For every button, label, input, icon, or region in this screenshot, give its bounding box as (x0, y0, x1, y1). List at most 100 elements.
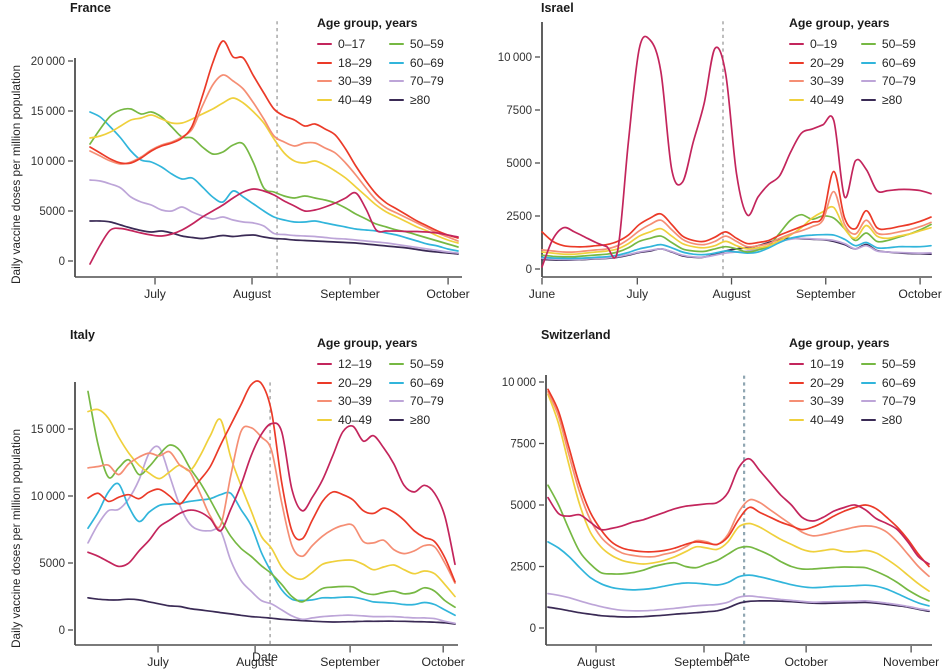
legend-item-70-79: 70–79 (388, 392, 444, 411)
legend-swatch-50-59 (388, 363, 404, 366)
switzerland-x-tick-label: August (577, 655, 616, 669)
legend-swatch-50-59 (860, 363, 876, 366)
italy-y-tick-label: 5000 (39, 558, 65, 570)
switzerland-line-30-39 (547, 390, 930, 578)
legend-item-30-39: 30–39 (317, 392, 372, 411)
legend-swatch-20-29 (317, 381, 332, 384)
france-x-tick-label: October (426, 287, 469, 301)
italy-line-50-59 (87, 390, 456, 609)
israel-x-tick-label: September (796, 287, 856, 301)
france-y-tick-label: 0 (59, 256, 65, 268)
legend-item-20-29: 20–29 (789, 374, 844, 393)
israel-panel: 10 000 7500 5000 2500 0 June July August Septemb… (498, 20, 942, 301)
legend-label-30-39: 30–39 (810, 74, 844, 89)
legend-label-60-69: 60–69 (409, 375, 444, 390)
legend-swatch-30-39 (789, 80, 804, 83)
legend-italy: Age group, years 12–19 20–29 30–39 40–49 50–… (317, 336, 444, 429)
legend-label-50-59: 50–59 (881, 37, 916, 52)
israel-x-tick-label: July (626, 287, 649, 301)
israel-y-tick-label: 5000 (506, 158, 532, 170)
legend-swatch-80plus (388, 98, 404, 101)
france-line-70-79 (89, 179, 459, 254)
legend-swatch-70-79 (860, 400, 876, 403)
france-panel: 20 000 15 000 10 000 5000 0 July August Septemb… (31, 20, 470, 301)
legend-item-40-49: 40–49 (317, 91, 372, 110)
legend-label-20-29: 20–29 (338, 375, 372, 390)
legend-item-50-59: 50–59 (388, 35, 444, 54)
france-y-tick-label: 10 000 (31, 156, 65, 168)
legend-swatch-80plus (860, 98, 876, 101)
legend-label-60-69: 60–69 (881, 375, 916, 390)
italy-x-tick-label: October (421, 655, 464, 669)
legend-item-20-29: 20–29 (317, 374, 372, 393)
legend-title-switzerland: Age group, years (789, 336, 890, 350)
legend-label-80plus: ≥80 (409, 92, 431, 107)
switzerland-line-80plus (547, 600, 930, 618)
israel-line-50-59 (541, 213, 932, 258)
israel-line-0-19 (541, 35, 932, 268)
legend-label-80plus: ≥80 (409, 412, 431, 427)
legend-label-30-39: 30–39 (338, 74, 372, 89)
legend-swatch-20-29 (789, 381, 804, 384)
italy-line-20-29 (87, 380, 456, 583)
switzerland-y-tick-label: 0 (530, 623, 536, 635)
italy-x-tick-label: September (320, 655, 380, 669)
legend-label-70-79: 70–79 (409, 394, 444, 409)
switzerland-line-40-49 (547, 393, 930, 592)
switzerland-line-70-79 (547, 592, 930, 612)
legend-swatch-80plus (860, 418, 876, 421)
legend-label-40-49: 40–49 (810, 412, 844, 427)
italy-panel: 15 000 10 000 5000 0 July August September Octo… (31, 380, 465, 669)
legend-swatch-40-49 (789, 98, 804, 101)
legend-label-50-59: 50–59 (409, 357, 444, 372)
legend-swatch-30-39 (317, 400, 332, 403)
legend-label-10-19: 10–19 (810, 357, 844, 372)
israel-y-tick-label: 10 000 (498, 52, 532, 64)
switzerland-y-tick-label: 5000 (510, 500, 536, 512)
legend-label-30-39: 30–39 (338, 394, 372, 409)
legend-item-40-49: 40–49 (789, 91, 844, 110)
israel-x-tick-label: October (898, 287, 941, 301)
panel-title-france: France (70, 1, 111, 15)
legend-switzerland: Age group, years 10–19 20–29 30–39 40–49 50–… (789, 336, 916, 429)
legend-title-france: Age group, years (317, 16, 418, 30)
legend-item-10-19: 10–19 (789, 355, 844, 374)
legend-swatch-40-49 (317, 418, 332, 421)
legend-swatch-70-79 (860, 80, 876, 83)
legend-label-50-59: 50–59 (409, 37, 444, 52)
legend-item-60-69: 60–69 (388, 54, 444, 73)
france-line-40-49 (89, 97, 459, 244)
legend-label-30-39: 30–39 (810, 394, 844, 409)
switzerland-line-20-29 (547, 388, 930, 568)
legend-item-30-39: 30–39 (789, 392, 844, 411)
legend-swatch-60-69 (860, 381, 876, 384)
france-x-tick-label: August (233, 287, 272, 301)
legend-item-60-69: 60–69 (388, 374, 444, 393)
legend-item-40-49: 40–49 (789, 411, 844, 430)
italy-line-12-19 (87, 422, 456, 568)
legend-label-40-49: 40–49 (338, 92, 372, 107)
legend-title-israel: Age group, years (789, 16, 890, 30)
switzerland-x-tick-label: November (883, 655, 939, 669)
italy-line-80plus (87, 596, 456, 625)
italy-x-tick-label: July (147, 655, 170, 669)
israel-line-40-49 (541, 205, 932, 256)
france-line-30-39 (89, 74, 459, 242)
italy-line-40-49 (87, 408, 456, 598)
switzerland-line-10-19 (547, 457, 930, 565)
legend-item-0-19: 0–19 (789, 35, 844, 54)
switzerland-panel: 10 000 7500 5000 2500 0 August September Octobe… (502, 373, 939, 669)
italy-y-tick-label: 15 000 (31, 424, 65, 436)
legend-label-60-69: 60–69 (409, 55, 444, 70)
france-line-60-69 (89, 111, 459, 252)
legend-swatch-30-39 (317, 80, 332, 83)
legend-swatch-10-19 (789, 363, 804, 366)
y-axis-label-bottom-row: Daily vaccine doses per million populati… (9, 428, 23, 648)
israel-y-tick-label: 0 (526, 264, 532, 276)
panel-title-switzerland: Switzerland (541, 328, 611, 342)
legend-label-50-59: 50–59 (881, 357, 916, 372)
israel-x-tick-label: August (713, 287, 752, 301)
legend-swatch-70-79 (388, 400, 404, 403)
legend-item-60-69: 60–69 (860, 54, 916, 73)
